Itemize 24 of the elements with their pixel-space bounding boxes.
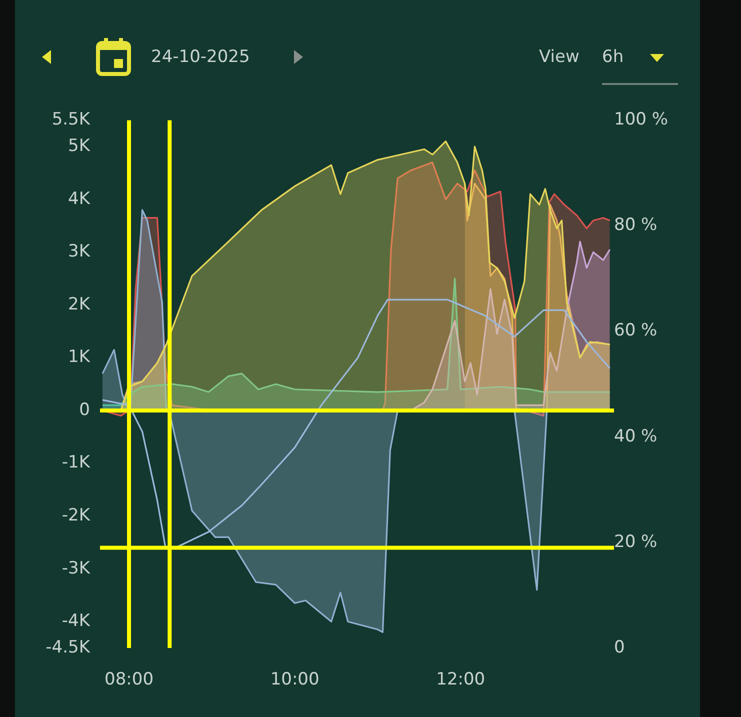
y-tick-label: 5K (68, 136, 91, 156)
y2-tick-label: 20 % (614, 532, 658, 552)
x-tick-label: 12:00 (436, 670, 486, 690)
y-tick-label: 4K (68, 188, 91, 209)
y2-tick-label: 100 % (614, 110, 668, 130)
y2-tick-label: 80 % (614, 215, 658, 236)
text: 6h (602, 47, 624, 67)
y-tick-label: -4.5K (46, 637, 91, 658)
chart-subtitle: 24-10-2025 (151, 47, 250, 67)
y-tick-label: 3K (68, 242, 91, 262)
y-tick-label: 1K (68, 347, 91, 368)
y2-tick-label: 40 % (614, 426, 658, 446)
text: View (539, 47, 580, 67)
y-tick-label: 5.5K (52, 110, 91, 130)
y-tick-label: 2K (68, 294, 91, 314)
y2-tick-label: 60 % (614, 320, 658, 341)
x-tick-label: 08:00 (104, 670, 154, 690)
y-tick-label: -4K (62, 611, 91, 632)
y-tick-label: -3K (62, 558, 91, 578)
y2-tick-label: 0 (614, 637, 625, 658)
y-tick-label: -2K (62, 505, 91, 526)
y-tick-label: -1K (62, 452, 91, 473)
y-tick-label: 0 (79, 400, 90, 420)
x-tick-label: 10:00 (270, 670, 320, 690)
